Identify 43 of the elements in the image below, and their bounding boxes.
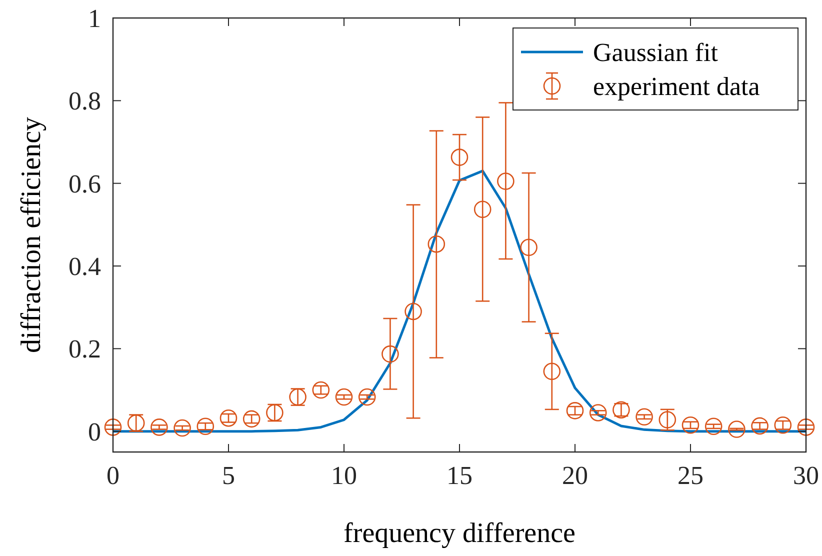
y-tick-label: 0 — [88, 417, 101, 446]
point — [497, 172, 514, 190]
point — [474, 200, 492, 218]
x-tick-label: 0 — [106, 461, 120, 490]
point — [358, 388, 376, 406]
y-tick-label: 0.6 — [68, 169, 101, 198]
point — [774, 416, 792, 434]
point — [450, 148, 468, 166]
point — [682, 416, 700, 434]
x-tick-label: 30 — [793, 461, 819, 490]
point — [543, 362, 561, 380]
point — [404, 302, 422, 320]
point — [704, 418, 722, 436]
legend-label: Gaussian fit — [593, 38, 719, 67]
x-tick-label: 5 — [222, 461, 235, 490]
point — [312, 381, 330, 399]
point — [728, 420, 746, 438]
x-tick-label: 20 — [562, 461, 588, 490]
point — [566, 402, 584, 420]
legend-label: experiment data — [593, 72, 760, 101]
point — [797, 418, 815, 436]
point — [335, 388, 353, 406]
point — [150, 418, 168, 436]
y-axis-title: diffraction efficiency — [16, 116, 47, 354]
y-tick-label: 0.8 — [68, 86, 101, 116]
point — [196, 418, 214, 436]
x-tick-label: 10 — [331, 461, 357, 490]
x-axis-title: frequency difference — [344, 518, 576, 549]
y-tick-label: 1 — [88, 4, 101, 33]
point — [589, 404, 607, 422]
x-tick-label: 25 — [678, 461, 704, 490]
point — [104, 418, 122, 436]
x-tick-label: 15 — [446, 461, 472, 490]
point — [382, 345, 399, 363]
y-tick-label: 0.2 — [68, 334, 101, 364]
point — [428, 235, 446, 253]
point — [751, 417, 768, 435]
point — [174, 419, 191, 437]
point — [520, 238, 538, 256]
point — [220, 409, 238, 427]
y-tick-label: 0.4 — [68, 252, 101, 281]
point — [242, 410, 260, 428]
point — [636, 408, 653, 426]
